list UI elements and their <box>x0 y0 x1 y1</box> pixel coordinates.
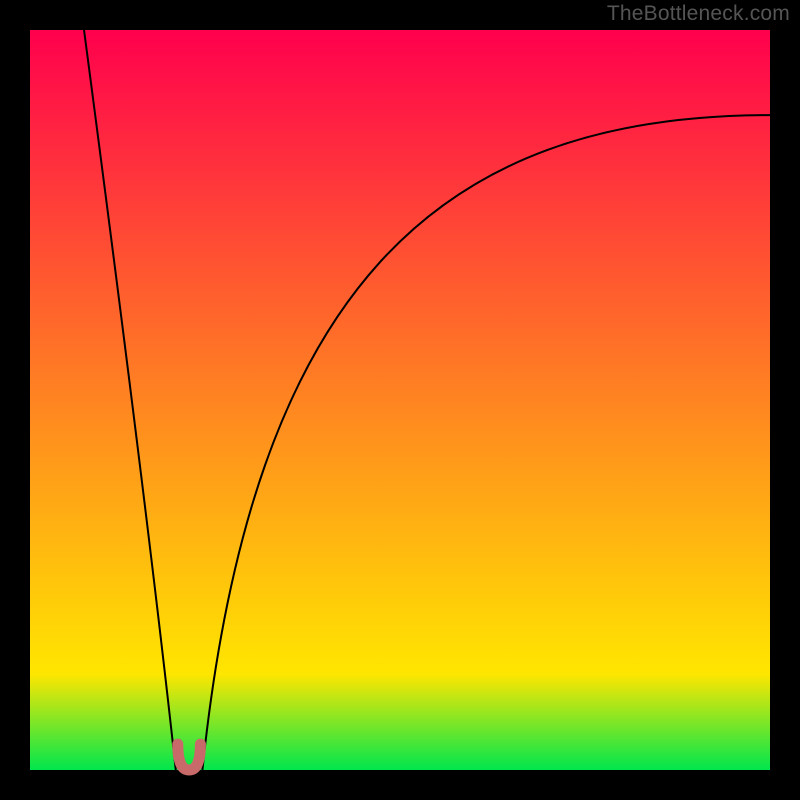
plot-area <box>30 30 770 770</box>
chart-stage: TheBottleneck.com <box>0 0 800 800</box>
chart-svg <box>0 0 800 800</box>
watermark-label: TheBottleneck.com <box>607 2 790 26</box>
